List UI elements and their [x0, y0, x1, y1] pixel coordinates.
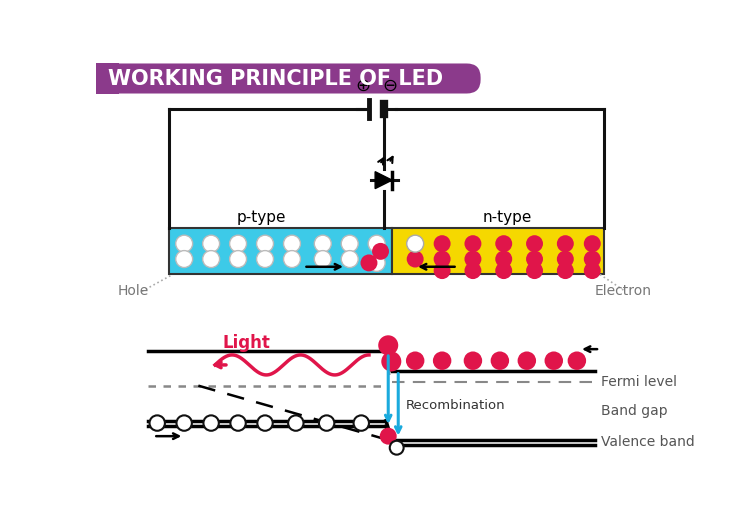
- Circle shape: [556, 251, 574, 268]
- Circle shape: [526, 251, 543, 268]
- Circle shape: [353, 415, 369, 431]
- Text: Valence band: Valence band: [601, 435, 694, 449]
- Circle shape: [518, 351, 536, 370]
- Circle shape: [556, 235, 574, 252]
- Text: Electron: Electron: [595, 285, 652, 298]
- Text: Band gap: Band gap: [601, 404, 668, 418]
- Circle shape: [584, 235, 601, 252]
- Circle shape: [368, 254, 386, 271]
- Circle shape: [314, 235, 332, 252]
- Text: Light: Light: [223, 334, 271, 352]
- Circle shape: [490, 351, 509, 370]
- Circle shape: [433, 262, 451, 279]
- Circle shape: [256, 235, 274, 252]
- Circle shape: [495, 262, 512, 279]
- Circle shape: [556, 262, 574, 279]
- Circle shape: [406, 235, 424, 252]
- Circle shape: [372, 243, 389, 260]
- Circle shape: [176, 251, 193, 268]
- Text: p-type: p-type: [236, 210, 286, 225]
- Circle shape: [495, 235, 512, 252]
- Circle shape: [584, 251, 601, 268]
- Circle shape: [380, 427, 397, 445]
- Circle shape: [464, 262, 482, 279]
- Circle shape: [203, 415, 219, 431]
- Text: WORKING PRINCIPLE OF LED: WORKING PRINCIPLE OF LED: [108, 69, 443, 89]
- Circle shape: [361, 254, 377, 271]
- Circle shape: [390, 441, 404, 454]
- Circle shape: [149, 415, 165, 431]
- Circle shape: [433, 351, 451, 370]
- Circle shape: [230, 251, 247, 268]
- Text: ⊖: ⊖: [382, 77, 398, 95]
- Circle shape: [256, 251, 274, 268]
- Circle shape: [526, 235, 543, 252]
- Text: Hole: Hole: [117, 285, 148, 298]
- Circle shape: [176, 415, 192, 431]
- Circle shape: [406, 235, 424, 252]
- Circle shape: [464, 235, 482, 252]
- Circle shape: [341, 251, 358, 268]
- Circle shape: [464, 351, 482, 370]
- Circle shape: [319, 415, 334, 431]
- Bar: [96, 63, 118, 94]
- Circle shape: [406, 251, 424, 268]
- Circle shape: [433, 235, 451, 252]
- Circle shape: [568, 351, 586, 370]
- FancyBboxPatch shape: [96, 63, 481, 94]
- Circle shape: [230, 415, 246, 431]
- Circle shape: [544, 351, 563, 370]
- Circle shape: [495, 251, 512, 268]
- Polygon shape: [375, 172, 392, 189]
- Circle shape: [176, 235, 193, 252]
- Text: n-type: n-type: [483, 210, 532, 225]
- Bar: [392, 228, 604, 275]
- Circle shape: [526, 262, 543, 279]
- Circle shape: [202, 235, 220, 252]
- Circle shape: [202, 251, 220, 268]
- Circle shape: [230, 235, 247, 252]
- Circle shape: [381, 351, 401, 371]
- Circle shape: [341, 235, 358, 252]
- Circle shape: [284, 235, 301, 252]
- Bar: [169, 228, 392, 275]
- Circle shape: [368, 235, 386, 252]
- Circle shape: [257, 415, 273, 431]
- Circle shape: [314, 251, 332, 268]
- Circle shape: [288, 415, 304, 431]
- Circle shape: [433, 251, 451, 268]
- Circle shape: [284, 251, 301, 268]
- Circle shape: [584, 262, 601, 279]
- Circle shape: [464, 251, 482, 268]
- Text: ⊕: ⊕: [356, 77, 370, 95]
- Circle shape: [378, 335, 398, 355]
- Text: Fermi level: Fermi level: [601, 375, 676, 389]
- Circle shape: [406, 351, 424, 370]
- Text: Recombination: Recombination: [406, 399, 506, 412]
